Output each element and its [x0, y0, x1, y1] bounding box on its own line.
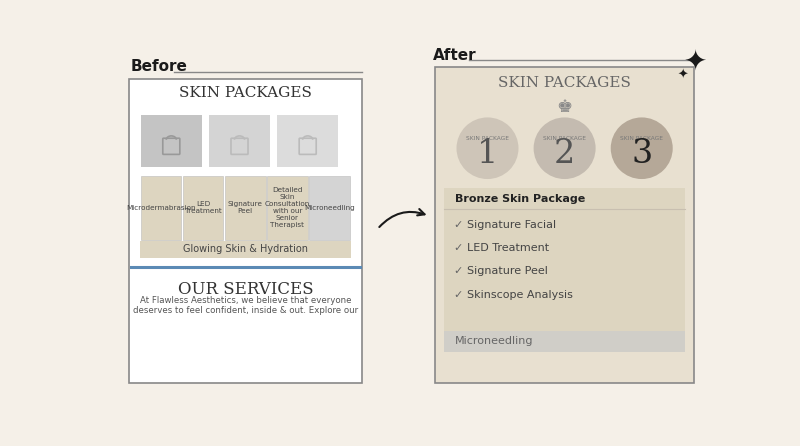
Text: Bronze Skin Package: Bronze Skin Package [455, 194, 586, 204]
Text: SKIN PACKAGES: SKIN PACKAGES [498, 76, 631, 90]
Text: Glowing Skin & Hydration: Glowing Skin & Hydration [183, 244, 308, 254]
Circle shape [457, 117, 518, 179]
Text: Skinscope Analysis: Skinscope Analysis [467, 289, 574, 300]
Text: Signature
Peel: Signature Peel [228, 202, 263, 215]
Text: ✦: ✦ [683, 47, 707, 75]
Text: ✓: ✓ [454, 266, 462, 277]
Text: SKIN PACKAGE: SKIN PACKAGE [466, 136, 509, 141]
Text: SKIN PACKAGES: SKIN PACKAGES [179, 86, 312, 100]
FancyBboxPatch shape [267, 176, 308, 240]
Text: Signature Peel: Signature Peel [467, 266, 548, 277]
Text: After: After [434, 48, 477, 63]
Text: SKIN PACKAGE: SKIN PACKAGE [620, 136, 663, 141]
Text: ✦: ✦ [678, 69, 688, 82]
Text: 2: 2 [554, 138, 575, 169]
Text: LED
Treatment: LED Treatment [185, 202, 222, 215]
FancyBboxPatch shape [130, 79, 362, 383]
Text: Microneedling: Microneedling [455, 336, 534, 347]
FancyBboxPatch shape [225, 176, 266, 240]
Text: Before: Before [131, 59, 188, 74]
Text: SKIN PACKAGE: SKIN PACKAGE [543, 136, 586, 141]
FancyBboxPatch shape [183, 176, 223, 240]
FancyBboxPatch shape [444, 188, 685, 331]
FancyBboxPatch shape [210, 115, 270, 168]
FancyBboxPatch shape [435, 67, 694, 383]
FancyBboxPatch shape [310, 176, 350, 240]
Text: 1: 1 [477, 138, 498, 169]
Text: Detailed
Skin
Consultation
with our
Senior
Therapist: Detailed Skin Consultation with our Seni… [265, 187, 310, 228]
Text: Microdermabrasion: Microdermabrasion [126, 205, 196, 211]
Text: OUR SERVICES: OUR SERVICES [178, 281, 314, 297]
Circle shape [610, 117, 673, 179]
Text: ✓: ✓ [454, 289, 462, 300]
Text: 3: 3 [631, 138, 652, 169]
Text: Microneedling: Microneedling [304, 205, 355, 211]
FancyBboxPatch shape [141, 176, 182, 240]
Text: Signature Facial: Signature Facial [467, 220, 557, 230]
Text: ✓: ✓ [454, 244, 462, 253]
FancyBboxPatch shape [140, 241, 351, 258]
FancyBboxPatch shape [278, 115, 338, 168]
Text: At Flawless Aesthetics, we believe that everyone
deserves to feel confident, ins: At Flawless Aesthetics, we believe that … [133, 296, 358, 315]
Text: ♚: ♚ [557, 98, 573, 116]
FancyArrowPatch shape [379, 209, 425, 227]
FancyBboxPatch shape [444, 331, 685, 352]
Text: ✓: ✓ [454, 220, 462, 230]
Circle shape [534, 117, 596, 179]
Text: LED Treatment: LED Treatment [467, 244, 550, 253]
FancyBboxPatch shape [141, 115, 202, 168]
